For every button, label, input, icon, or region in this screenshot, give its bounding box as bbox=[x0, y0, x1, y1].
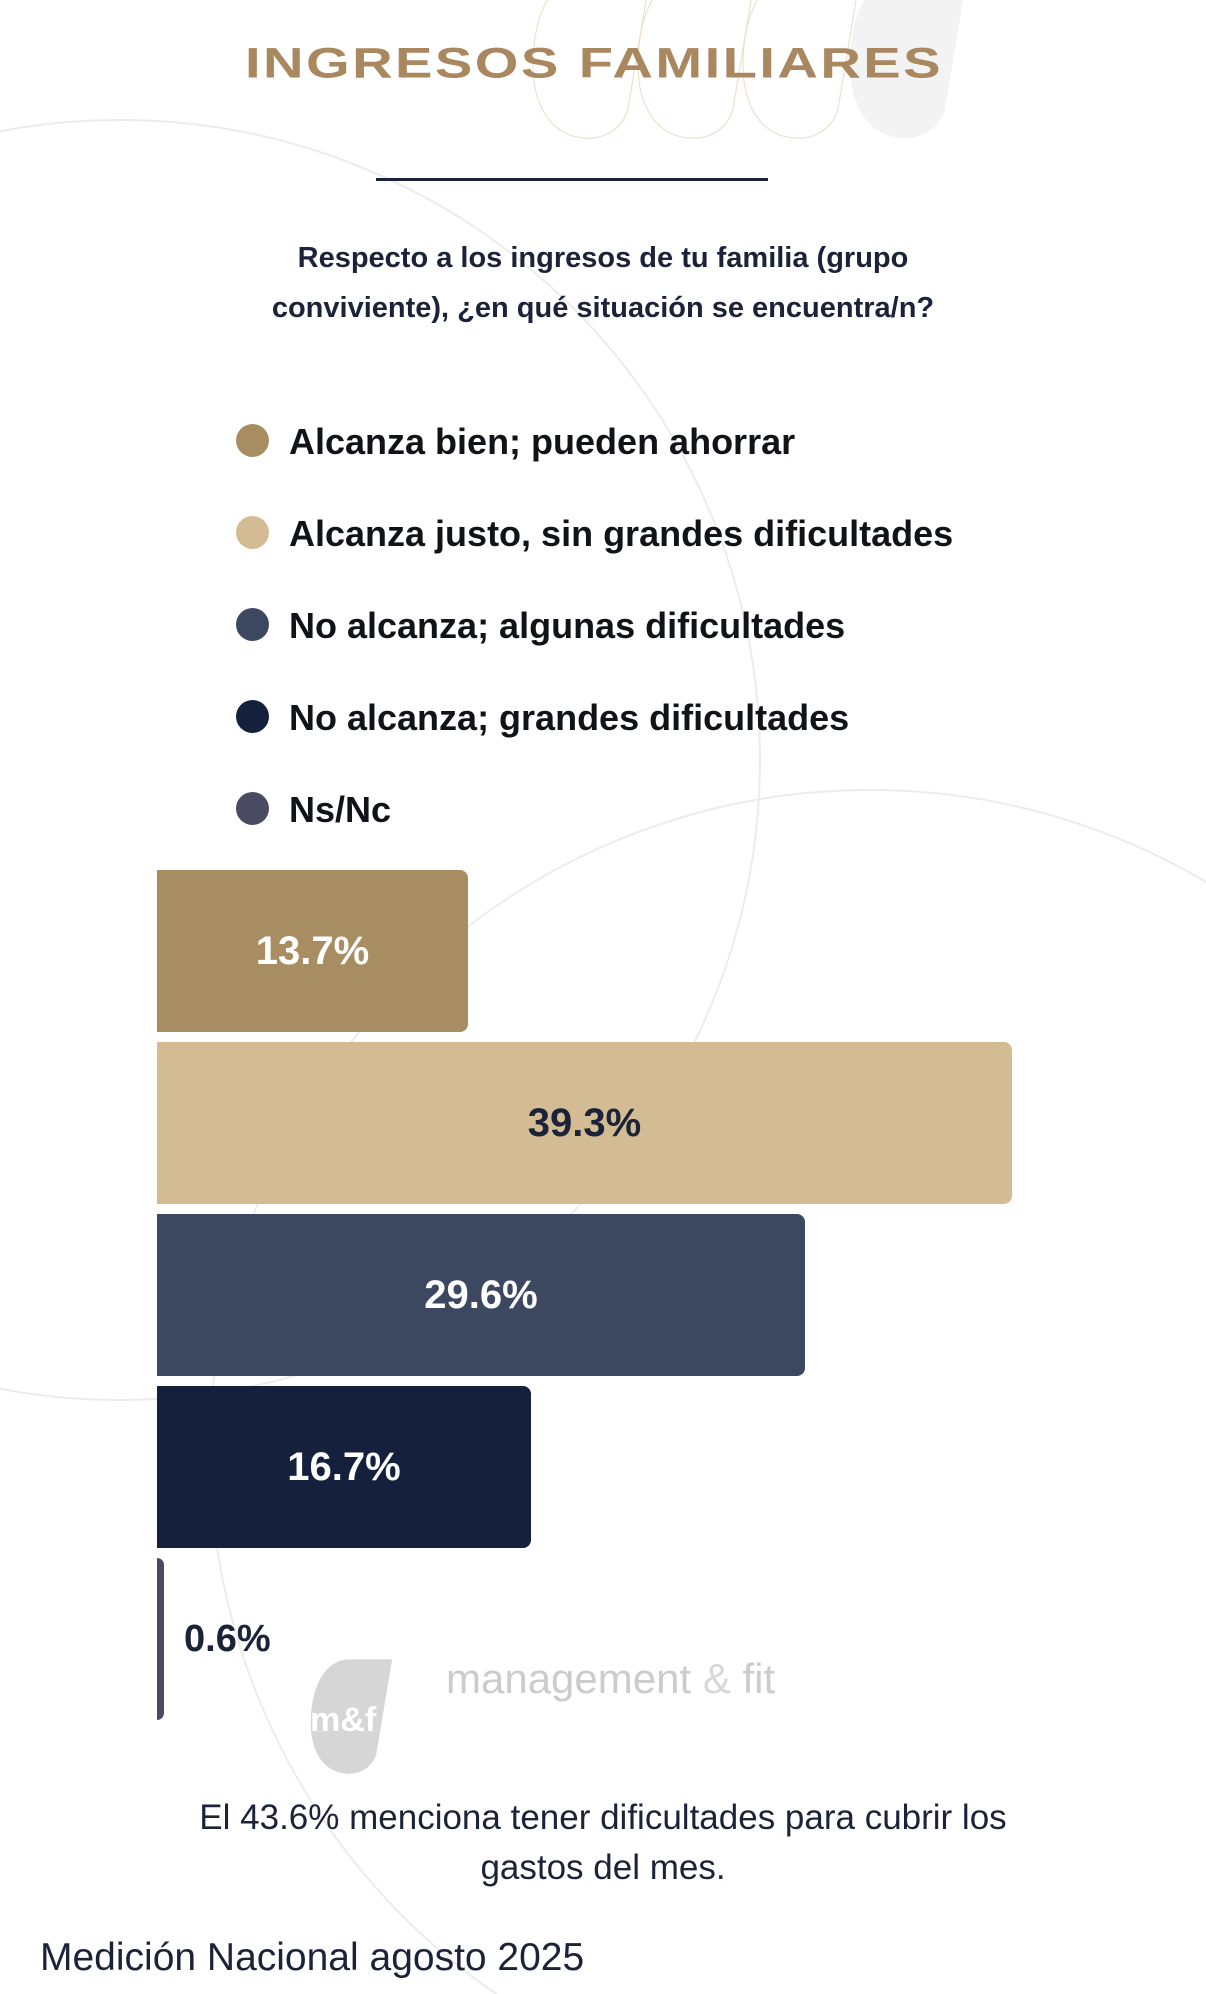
svg-text:m&f: m&f bbox=[310, 1701, 377, 1739]
